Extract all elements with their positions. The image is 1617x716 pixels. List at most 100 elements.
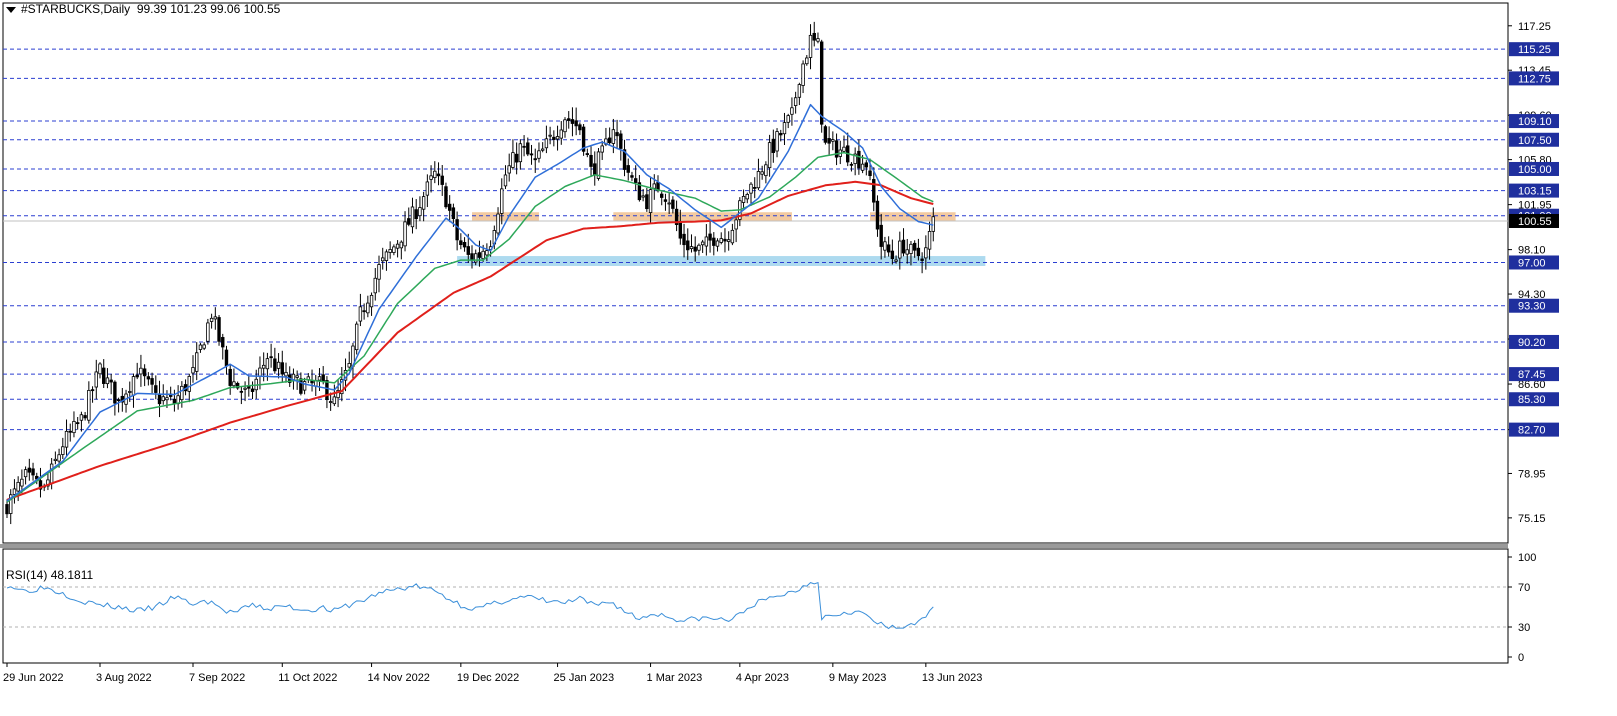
bull-candle-body bbox=[403, 221, 407, 247]
bear-candle-body bbox=[414, 209, 418, 220]
bull-candle-body bbox=[816, 38, 820, 42]
bear-candle-body bbox=[708, 233, 712, 241]
candle bbox=[146, 372, 151, 386]
bear-candle-body bbox=[819, 41, 824, 125]
current-price-label: 100.55 bbox=[1518, 216, 1552, 228]
bull-candle-body bbox=[317, 376, 322, 381]
bear-candle-body bbox=[362, 310, 366, 313]
candle bbox=[299, 372, 303, 396]
bull-candle-body bbox=[700, 241, 705, 246]
bull-candle-body bbox=[503, 174, 508, 187]
bull-candle-body bbox=[20, 478, 24, 487]
candle bbox=[708, 221, 712, 253]
rsi-tick-label: 100 bbox=[1518, 552, 1536, 564]
bull-candle-body bbox=[611, 129, 616, 144]
candle bbox=[827, 126, 831, 155]
bear-candle-body bbox=[514, 153, 519, 163]
bull-candle-body bbox=[98, 363, 102, 375]
rsi-tick-label: 30 bbox=[1518, 622, 1530, 634]
candle bbox=[619, 130, 623, 161]
candle bbox=[191, 355, 195, 383]
bull-candle-body bbox=[265, 358, 270, 370]
bear-candle-body bbox=[224, 349, 229, 367]
bear-candle-body bbox=[321, 374, 325, 382]
candle bbox=[805, 55, 809, 66]
candle bbox=[518, 139, 523, 170]
bear-candle-body bbox=[589, 154, 593, 167]
bull-candle-body bbox=[559, 129, 563, 139]
candle bbox=[381, 247, 385, 270]
candle bbox=[875, 195, 880, 237]
bear-candle-body bbox=[526, 142, 530, 155]
bull-candle-body bbox=[931, 216, 935, 232]
candle bbox=[734, 215, 738, 243]
bear-candle-body bbox=[146, 376, 151, 380]
bear-candle-body bbox=[864, 162, 869, 168]
candle bbox=[53, 451, 58, 465]
candle bbox=[723, 228, 727, 253]
rsi-tick-label: 70 bbox=[1518, 582, 1530, 594]
bull-candle-body bbox=[745, 194, 749, 200]
bull-candle-body bbox=[191, 367, 195, 374]
bear-candle-body bbox=[771, 138, 776, 153]
bear-candle-body bbox=[250, 388, 255, 392]
bull-candle-body bbox=[336, 390, 340, 399]
close-value: 100.55 bbox=[243, 2, 281, 16]
bear-candle-body bbox=[570, 119, 575, 124]
rsi-line bbox=[6, 581, 934, 630]
candle bbox=[767, 134, 772, 177]
bear-candle-body bbox=[622, 149, 627, 170]
bull-candle-body bbox=[544, 138, 549, 149]
level-price-box bbox=[1509, 114, 1559, 129]
bear-candle-body bbox=[440, 175, 444, 185]
candle bbox=[831, 131, 835, 151]
candle bbox=[667, 192, 671, 215]
candle bbox=[626, 158, 630, 181]
candle bbox=[909, 240, 913, 266]
candle bbox=[202, 342, 206, 351]
candle bbox=[686, 228, 690, 260]
price-tick-label: 101.95 bbox=[1518, 200, 1552, 212]
candle bbox=[503, 165, 508, 190]
bull-candle-body bbox=[284, 371, 288, 377]
bull-candle-body bbox=[276, 361, 281, 369]
bull-candle-body bbox=[842, 146, 846, 152]
candle bbox=[154, 375, 158, 400]
bear-candle-body bbox=[849, 163, 854, 166]
bear-candle-body bbox=[868, 170, 872, 177]
candle bbox=[358, 293, 363, 327]
bear-candle-body bbox=[5, 504, 9, 515]
candle bbox=[775, 128, 779, 158]
candle bbox=[269, 343, 273, 368]
panel-separator[interactable] bbox=[0, 544, 1508, 548]
candle bbox=[726, 231, 731, 251]
level-price-label: 93.30 bbox=[1518, 301, 1546, 313]
candle bbox=[109, 373, 113, 395]
resistance-zone-3 bbox=[870, 212, 956, 221]
price-tick-label: 78.95 bbox=[1518, 468, 1546, 480]
level-price-label: 82.70 bbox=[1518, 425, 1546, 437]
bull-candle-body bbox=[79, 414, 84, 421]
bull-candle-body bbox=[392, 246, 396, 253]
bear-candle-body bbox=[645, 194, 649, 210]
candle bbox=[693, 236, 697, 262]
bull-candle-body bbox=[485, 250, 489, 256]
level-price-label: 85.30 bbox=[1518, 394, 1546, 406]
bear-candle-body bbox=[325, 380, 329, 400]
bull-candle-body bbox=[9, 494, 13, 514]
candle bbox=[712, 232, 716, 256]
candle bbox=[496, 207, 500, 238]
bear-candle-body bbox=[273, 358, 277, 372]
time-tick-label: 1 Mar 2023 bbox=[647, 672, 703, 684]
candle bbox=[38, 467, 43, 498]
bull-candle-body bbox=[161, 396, 165, 402]
chart-menu-triangle-icon[interactable] bbox=[6, 6, 16, 13]
candle bbox=[641, 189, 645, 202]
bull-candle-body bbox=[831, 139, 835, 142]
candle bbox=[793, 91, 798, 114]
candle bbox=[912, 240, 917, 258]
candle bbox=[548, 126, 552, 145]
bull-candle-body bbox=[64, 430, 69, 448]
bull-candle-body bbox=[797, 84, 802, 98]
